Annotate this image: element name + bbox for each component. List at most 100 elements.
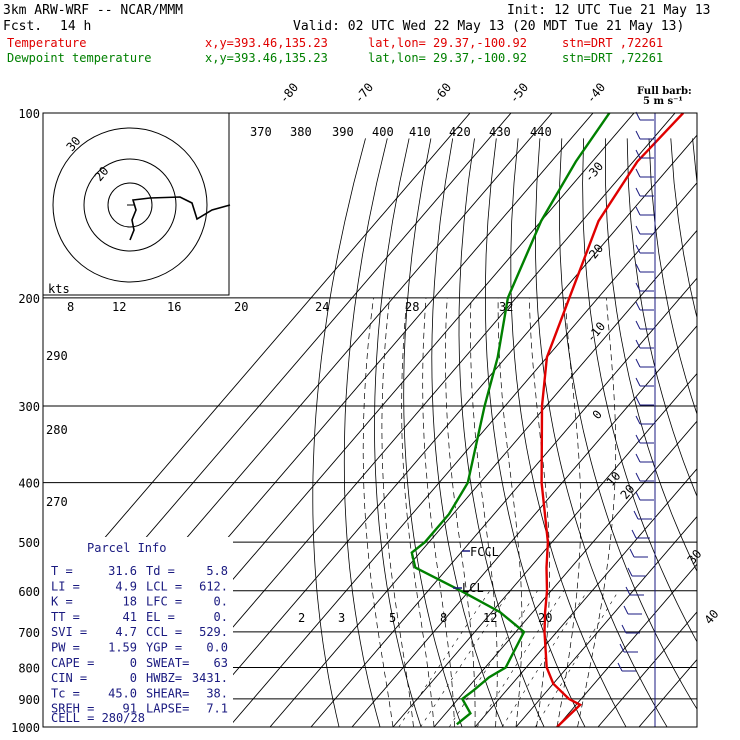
dew-legend-stn: stn=DRT ,72261 [562,51,663,65]
wind-barb-flag [635,415,641,425]
parcel-info-key: LAPSE= [146,702,189,716]
wind-barb-flag [635,434,641,444]
parcel-info-value: 5.8 [206,564,228,578]
wind-barb-flag [635,339,641,349]
parcel-info-key: SHEAR= [146,686,189,700]
parcel-info-key: YGP = [146,641,182,655]
parcel-info-key: CCL = [146,625,182,639]
mixing-ratio-label: 32 [499,300,513,314]
dry-adiabat-label: 400 [372,125,394,139]
pressure-tick-label: 200 [18,292,40,306]
parcel-info-key: CIN = [51,671,87,685]
isotherm-line [310,277,697,727]
parcel-info-value: 18 [123,595,137,609]
dry-adiabat-line [535,138,668,727]
mixing-ratio-label: 8 [440,611,447,625]
mixing-ratio-label: 12 [483,611,497,625]
isotherm-line [351,325,697,727]
pressure-tick-label: 100 [18,107,40,121]
mixing-ratio-line [449,590,538,727]
isotherm-line [474,468,697,727]
dry-adiabat-line [648,138,697,416]
mixing-ratio-line [398,590,491,727]
parcel-info-value: 1.59 [108,641,137,655]
hodograph-trace [129,196,231,241]
parcel-info-value: 45.0 [108,686,137,700]
parcel-info-value: 612. [199,579,228,593]
plot-border [42,112,698,728]
mixing-ratio-label: 20 [234,300,248,314]
parcel-info-value: 4.7 [115,625,137,639]
parcel-info-value: 31.6 [108,564,137,578]
dew-legend-label: Dewpoint temperature [7,51,152,65]
hodograph-units: kts [48,282,70,296]
barb-legend-line1: Full barb: [637,86,692,97]
parcel-info-key: HWBZ= [146,671,182,685]
isotherm-label: 20 [618,482,638,502]
wind-barb-flag [635,358,641,368]
dry-adiabat-line [626,138,697,498]
mixing-ratio-label: 5 [389,611,396,625]
parcel-info-value: 7.1 [206,702,228,716]
dry-adiabat-label: 380 [290,125,312,139]
dry-adiabat-line [692,138,697,186]
mixing-ratio-label: 28 [405,300,419,314]
isotherm-label: -30 [582,159,607,185]
isotherm-label: -10 [584,319,609,345]
wind-barb-flag [635,396,641,406]
isotherm-label: 30 [685,547,705,567]
dry-adiabat-line [312,138,366,727]
parcel-info-key: SWEAT= [146,656,189,670]
dry-adiabat-line [714,138,740,740]
moist-adiabat-line [497,297,523,727]
isotherm-label: -50 [507,80,532,106]
dry-adiabat-line [485,138,586,727]
wind-barb-flag [635,301,641,311]
isotherm-line [187,134,697,727]
init-time: Init: 12 UTC Tue 21 May 13 [507,3,711,18]
parcel-info-key: SREH = [51,702,94,716]
barb-legend-line2: 5 m s⁻¹ [643,96,683,107]
wind-barb-flag [633,510,639,520]
parcel-info-key: CAPE = [51,656,94,670]
wind-barb-flag [635,187,641,197]
dewpoint-trace [410,113,611,726]
parcel-info-cell: CELL = 280/28 [51,711,145,725]
moist-adiabat-line [556,297,582,727]
wind-barb-flag [635,491,641,501]
temperature-trace [540,113,685,727]
dry-adiabat-label: 370 [250,125,272,139]
hodograph-ring [83,158,177,252]
wind-barb-flag [627,567,633,577]
isotherm-label: -40 [584,80,609,106]
pressure-tick-label: 1000 [11,721,40,735]
dry-adiabat-label: 280 [46,423,68,437]
moist-adiabat-line [362,297,394,727]
lcl-marker: LCL [462,581,484,595]
pressure-tick-label: 500 [18,536,40,550]
parcel-info-key: Td = [146,564,175,578]
wind-barb-flag [635,225,641,235]
dry-adiabat-line [736,138,740,740]
dry-adiabat-label: 410 [409,125,431,139]
pressure-tick-label: 700 [18,626,40,640]
parcel-info-box [43,537,233,727]
wind-barb-flag [635,130,641,140]
isotherm-label: 10 [604,469,624,489]
dry-adiabat-line [374,138,422,727]
parcel-info-key: LCL = [146,579,182,593]
wind-barb-flag [621,624,627,634]
wind-barb-flag [635,282,641,292]
dry-adiabat-line [431,138,504,727]
isotherm-label: 40 [702,607,722,627]
wind-barb-flag [635,453,641,463]
wind-barb-flag [635,244,641,254]
model-title: 3km ARW-WRF -- NCAR/MMM [3,3,183,18]
wind-barb-flag [629,548,635,558]
parcel-info-key: LFC = [146,595,182,609]
mixing-ratio-line [420,590,511,727]
dry-adiabat-line [403,138,463,727]
mixing-ratio-label: 24 [315,300,329,314]
parcel-info-key: Tc = [51,686,80,700]
